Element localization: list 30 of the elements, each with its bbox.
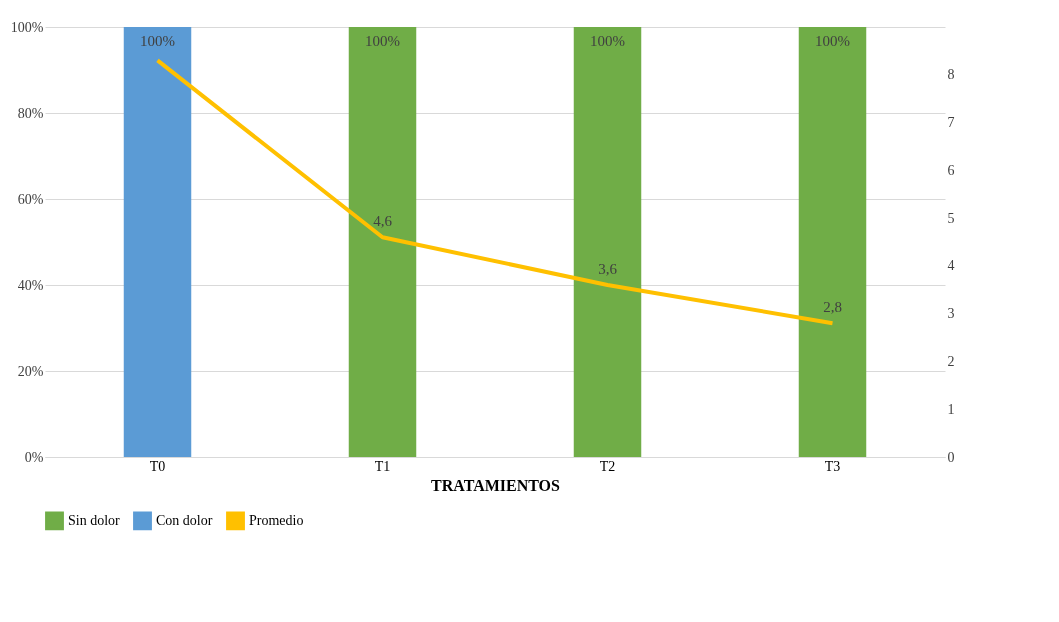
data-label: 100% [140, 33, 175, 49]
x-tick-label: T3 [824, 458, 841, 474]
y2-tick-label: 2 [947, 353, 955, 369]
y-tick-label: 80% [17, 105, 44, 121]
data-label: 4,6 [373, 213, 393, 230]
y-tick-label: 40% [17, 277, 44, 293]
legend-label: Promedio [249, 512, 304, 528]
y-tick-label: 0% [24, 449, 44, 465]
legend-label: Sin dolor [68, 512, 121, 528]
y2-tick-label: 5 [947, 210, 955, 226]
y2-tick-label: 4 [947, 258, 955, 274]
y2-tick-label: 3 [947, 306, 955, 322]
y2-tick-label: 8 [947, 67, 955, 83]
data-label: 100% [590, 33, 625, 49]
y2-tick-label: 7 [947, 115, 955, 131]
y2-tick-label: 0 [947, 449, 955, 465]
data-label: 2,8 [823, 299, 842, 316]
y2-tick-label: 1 [947, 401, 955, 417]
x-tick-label: T2 [599, 458, 616, 474]
x-axis-title: TRATAMIENTOS [431, 476, 561, 494]
data-label: 100% [815, 33, 850, 49]
x-tick-label: T0 [149, 458, 166, 474]
y-tick-label: 100% [10, 19, 44, 35]
data-label: 3,6 [598, 261, 618, 277]
y-tick-label: 60% [17, 191, 44, 207]
y2-tick-label: 6 [947, 162, 955, 178]
data-label: 100% [365, 33, 400, 49]
y-tick-label: 20% [17, 363, 44, 379]
x-tick-label: T1 [374, 458, 391, 474]
legend-label: Con dolor [156, 512, 213, 528]
